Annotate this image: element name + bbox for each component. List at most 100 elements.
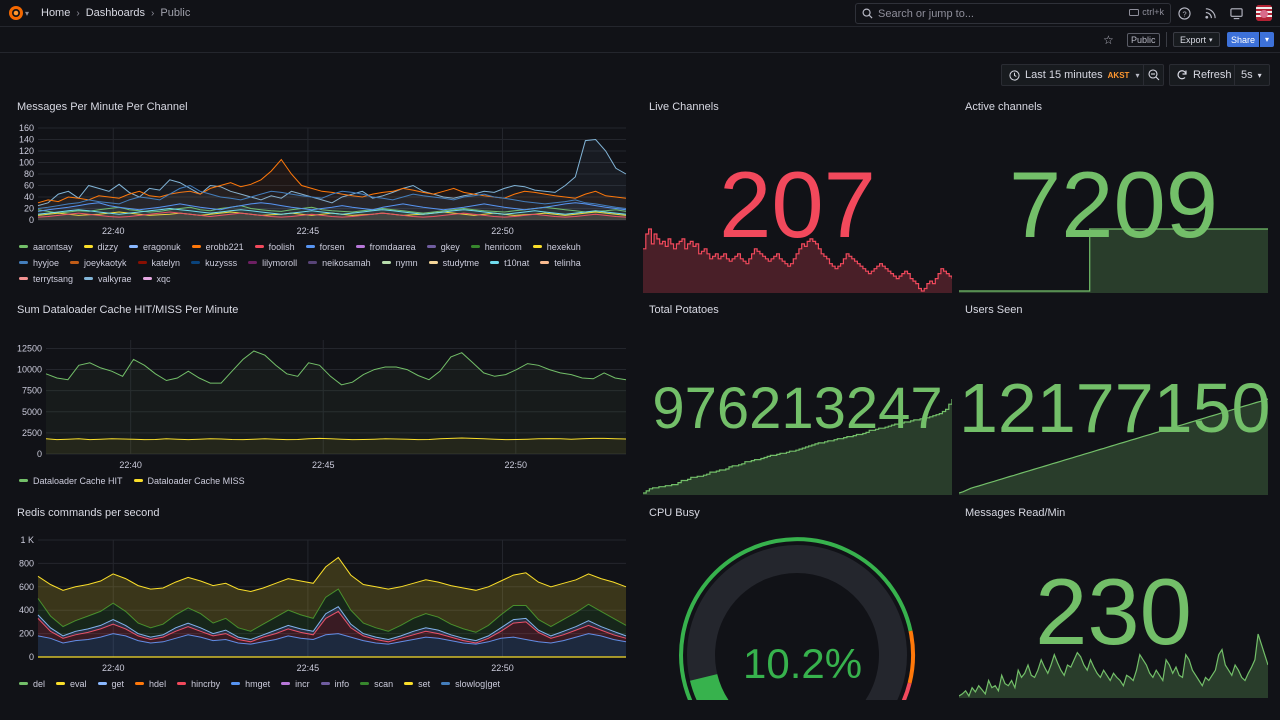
panel-title-live-channels[interactable]: Live Channels xyxy=(649,101,719,113)
messages-legend-item[interactable]: valkyrae xyxy=(84,272,132,285)
panel-title-dataloader[interactable]: Sum Dataloader Cache HIT/MISS Per Minute xyxy=(17,304,239,316)
redis-legend-item[interactable]: hmget xyxy=(231,677,270,690)
messages-legend-item[interactable]: kuzysss xyxy=(191,256,237,269)
series-line-Dataloader Cache HIT[interactable] xyxy=(45,350,627,386)
y-tick-label: 20 xyxy=(24,204,34,214)
cpu-busy-value: 10.2% xyxy=(743,640,863,687)
panel-title-active-channels[interactable]: Active channels xyxy=(965,101,1043,113)
export-button[interactable]: Export ▾ xyxy=(1173,32,1220,47)
series-line-erobb221[interactable] xyxy=(37,158,627,204)
dataloader-legend-item[interactable]: Dataloader Cache HIT xyxy=(19,474,123,487)
legend-label: incr xyxy=(295,678,310,689)
series-line-scan[interactable] xyxy=(37,588,627,633)
legend-swatch xyxy=(129,245,139,248)
messages-read-value: 230 xyxy=(1035,559,1192,664)
legend-label: hdel xyxy=(149,678,167,689)
star-icon[interactable]: ☆ xyxy=(1103,33,1114,47)
share-button[interactable]: Share xyxy=(1227,32,1259,47)
redis-legend-item[interactable]: slowlog|get xyxy=(441,677,500,690)
messages-legend-item[interactable]: xqc xyxy=(142,272,171,285)
messages-legend-item[interactable]: erobb221 xyxy=(191,240,244,253)
sparkline-line xyxy=(643,399,952,494)
panel-title-total-potatoes[interactable]: Total Potatoes xyxy=(649,304,719,316)
panel-title-messages-read[interactable]: Messages Read/Min xyxy=(965,507,1066,519)
messages-legend-item[interactable]: lilymoroll xyxy=(248,256,297,269)
messages-legend-item[interactable]: hexekuh xyxy=(532,240,581,253)
redis-legend-item[interactable]: hincrby xyxy=(177,677,220,690)
messages-legend-item[interactable]: neikosamah xyxy=(308,256,371,269)
messages-legend-item[interactable]: hyyjoe xyxy=(19,256,59,269)
series-line-Dataloader Cache MISS[interactable] xyxy=(45,437,627,441)
series-line-eval[interactable] xyxy=(37,556,627,593)
panel-title-users-seen[interactable]: Users Seen xyxy=(965,304,1023,316)
messages-legend-item[interactable]: terrytsang xyxy=(19,272,73,285)
panel-title-redis[interactable]: Redis commands per second xyxy=(17,507,160,519)
rss-news-icon[interactable] xyxy=(1204,7,1217,20)
chevron-down-icon: ▾ xyxy=(1264,35,1269,44)
breadcrumb-home[interactable]: Home xyxy=(41,7,71,19)
messages-legend-item[interactable]: katelyn xyxy=(137,256,180,269)
legend-label: nymn xyxy=(395,257,418,268)
refresh-button[interactable]: Refresh xyxy=(1193,69,1232,81)
legend-label: info xyxy=(334,678,350,689)
series-line-hmget[interactable] xyxy=(37,633,627,645)
messages-legend-item[interactable]: telinha xyxy=(540,256,581,269)
redis-legend-item[interactable]: hdel xyxy=(135,677,166,690)
help-icon[interactable]: ? xyxy=(1178,7,1191,20)
y-tick-label: 160 xyxy=(19,123,34,133)
refresh-icon[interactable] xyxy=(1176,69,1188,81)
keyboard-icon xyxy=(1129,8,1140,16)
legend-swatch xyxy=(97,682,107,685)
chevron-down-icon[interactable]: ▾ xyxy=(25,9,30,18)
refresh-interval-select[interactable]: 5s ▾ xyxy=(1234,65,1262,85)
redis-legend-item[interactable]: set xyxy=(404,677,430,690)
messages-legend-item[interactable]: t10nat xyxy=(490,256,529,269)
messages-legend-item[interactable]: fromdaarea xyxy=(355,240,416,253)
redis-legend-item[interactable]: info xyxy=(320,677,350,690)
panel-title-cpu-busy[interactable]: CPU Busy xyxy=(649,507,700,519)
messages-legend-item[interactable]: aarontsay xyxy=(19,240,73,253)
redis-legend-item[interactable]: eval xyxy=(56,677,87,690)
time-range-picker[interactable]: Last 15 minutes AKST ▾ xyxy=(1001,64,1164,86)
legend-label: henricom xyxy=(484,241,522,252)
redis-legend-item[interactable]: del xyxy=(19,677,45,690)
share-options-button[interactable]: ▾ xyxy=(1260,32,1274,47)
redis-legend-item[interactable]: scan xyxy=(360,677,393,690)
search-input[interactable]: Search or jump to... ctrl+k xyxy=(855,3,1171,24)
messages-legend-item[interactable]: eragonuk xyxy=(129,240,181,253)
legend-swatch xyxy=(231,682,241,685)
panel-title-messages-per-minute[interactable]: Messages Per Minute Per Channel xyxy=(17,101,188,113)
redis-legend-item[interactable]: incr xyxy=(281,677,310,690)
series-line-forsen[interactable] xyxy=(37,202,627,212)
dataloader-legend-item[interactable]: Dataloader Cache MISS xyxy=(133,474,245,487)
redis-commands-chart[interactable]: 0 200 400 600 800 1 K 22:40 22:45 22:50 xyxy=(10,532,630,674)
messages-legend-item[interactable]: studytme xyxy=(428,256,479,269)
series-area-eval xyxy=(38,557,626,633)
y-tick-label: 40 xyxy=(24,192,34,202)
breadcrumb-dashboards[interactable]: Dashboards xyxy=(85,7,146,19)
messages-legend-item[interactable]: henricom xyxy=(470,240,522,253)
dataloader-chart[interactable]: 0 2500 5000 7500 10000 12500 22:40 22:45 22:50 xyxy=(10,332,630,472)
legend-swatch xyxy=(191,261,201,264)
messages-legend-item[interactable]: nymn xyxy=(381,256,418,269)
grafana-logo-icon[interactable] xyxy=(8,5,24,21)
series-line-hincrby[interactable] xyxy=(37,610,627,644)
series-line-hyyjoe[interactable] xyxy=(37,184,627,209)
series-line-valkyrae[interactable] xyxy=(37,138,627,207)
series-line-t10nat[interactable] xyxy=(37,207,627,215)
monitor-icon[interactable] xyxy=(1230,7,1243,20)
zoom-out-button[interactable] xyxy=(1143,65,1164,85)
messages-legend-item[interactable]: gkey xyxy=(426,240,460,253)
legend-label: telinha xyxy=(554,257,581,268)
messages-legend-item[interactable]: forsen xyxy=(305,240,345,253)
series-line-foolish[interactable] xyxy=(37,211,627,218)
messages-legend-item[interactable]: joeykaotyk xyxy=(70,256,127,269)
messages-legend-item[interactable]: dizzy xyxy=(83,240,118,253)
redis-legend-item[interactable]: get xyxy=(97,677,124,690)
user-avatar[interactable] xyxy=(1256,5,1272,21)
series-line-get[interactable] xyxy=(37,606,627,642)
legend-swatch xyxy=(441,682,451,685)
zoom-out-icon xyxy=(1148,69,1160,81)
messages-legend-item[interactable]: foolish xyxy=(254,240,295,253)
